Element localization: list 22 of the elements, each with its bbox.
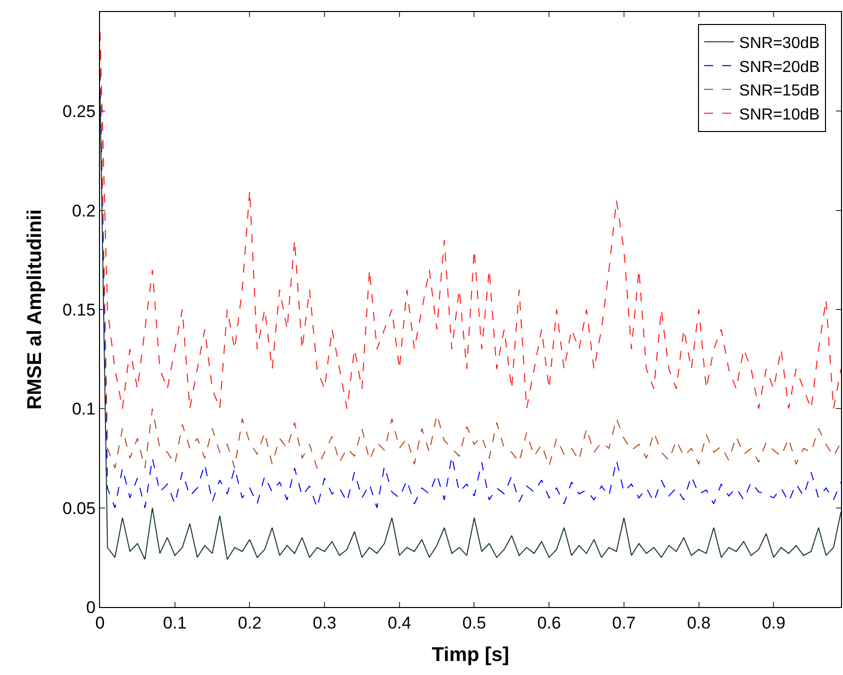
y-tick-label: 0.1 — [72, 400, 96, 419]
y-tick-label: 0.15 — [62, 300, 96, 320]
y-tick-label: 0.05 — [62, 498, 96, 518]
y-axis-title: RMSE al Amplitudinii — [24, 209, 46, 410]
y-tick-label: 0.2 — [72, 201, 96, 220]
y-tick-label: 0.25 — [62, 102, 96, 122]
legend-label: SNR=10dB — [739, 106, 820, 124]
y-tick-label: 0 — [86, 598, 96, 617]
x-tick-label: 0.5 — [462, 613, 486, 632]
x-tick-label: 0.7 — [612, 613, 636, 632]
x-axis-title: Timp [s] — [432, 644, 510, 666]
x-tick-label: 0.1 — [163, 613, 187, 632]
x-tick-label: 0.2 — [238, 613, 262, 632]
line-series — [100, 31, 841, 410]
x-tick-label: 0.4 — [388, 613, 412, 632]
x-tick-label: 0.9 — [762, 613, 786, 632]
legend-label: SNR=30dB — [739, 35, 820, 52]
legend-label: SNR=20dB — [739, 58, 820, 76]
x-tick-label: 0.6 — [537, 613, 561, 632]
x-tick-label: 0.3 — [312, 613, 336, 632]
legend-label: SNR=15dB — [739, 82, 820, 100]
x-tick-label: 0.8 — [686, 613, 711, 632]
